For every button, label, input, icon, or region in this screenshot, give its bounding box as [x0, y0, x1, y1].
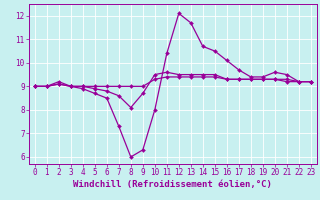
- X-axis label: Windchill (Refroidissement éolien,°C): Windchill (Refroidissement éolien,°C): [73, 180, 272, 189]
